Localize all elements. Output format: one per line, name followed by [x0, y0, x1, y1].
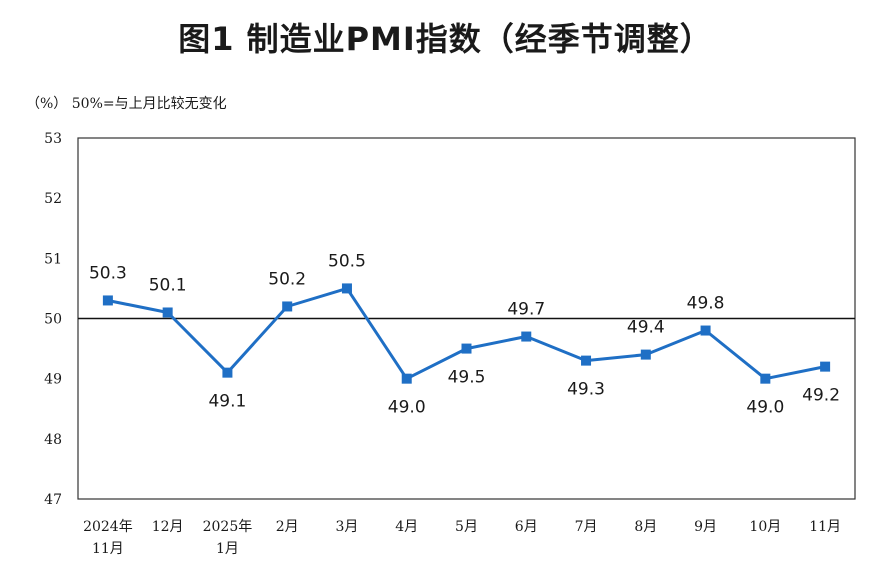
data-point: [640, 349, 651, 360]
y-tick-label: 48: [44, 432, 62, 448]
x-tick-label: 8月: [634, 519, 657, 535]
data-label: 49.0: [746, 398, 784, 418]
x-tick-label: 11月: [809, 519, 841, 535]
data-label: 49.1: [208, 392, 246, 412]
data-point: [521, 331, 532, 342]
data-label: 49.8: [687, 294, 725, 314]
x-tick-label: 12月: [152, 519, 184, 535]
x-tick-label: 9月: [694, 519, 717, 535]
x-tick-label: 6月: [515, 519, 538, 535]
data-label: 49.0: [388, 398, 426, 418]
data-label: 49.3: [567, 380, 605, 400]
y-tick-label: 50: [44, 312, 62, 328]
data-point: [341, 283, 352, 294]
data-label: 49.7: [507, 300, 545, 320]
x-tick-label: 5月: [455, 519, 478, 535]
x-tick-label: 10月: [749, 519, 781, 535]
x-tick-label: 7月: [575, 519, 598, 535]
x-tick-label: 2月: [276, 519, 299, 535]
data-point: [162, 307, 173, 318]
data-label: 49.2: [802, 386, 840, 406]
data-point: [102, 295, 113, 306]
data-label: 50.2: [268, 269, 306, 289]
data-point: [461, 343, 472, 354]
y-tick-label: 47: [44, 492, 62, 508]
data-label: 50.3: [89, 263, 127, 283]
data-point: [401, 373, 412, 384]
y-tick-label: 49: [44, 372, 62, 388]
x-tick-label: 4月: [395, 519, 418, 535]
data-point: [700, 325, 711, 336]
data-point: [282, 301, 293, 312]
x-tick-label: 2025年 1月: [203, 519, 253, 557]
y-tick-label: 53: [44, 131, 62, 147]
unit-note: （%） 50%=与上月比较无变化: [26, 96, 227, 112]
chart-title: 图1 制造业PMI指数（经季节调整）: [178, 20, 713, 58]
data-label: 50.1: [149, 275, 187, 295]
y-tick-label: 51: [44, 251, 62, 267]
x-tick-label: 2024年 11月: [83, 519, 133, 557]
data-point: [760, 373, 771, 384]
data-label: 50.5: [328, 251, 366, 271]
data-point: [820, 361, 831, 372]
x-tick-label: 3月: [336, 519, 359, 535]
data-label: 49.4: [627, 318, 665, 338]
data-label: 49.5: [448, 368, 486, 388]
y-tick-label: 52: [44, 191, 62, 207]
data-point: [581, 355, 592, 366]
data-point: [222, 367, 233, 378]
